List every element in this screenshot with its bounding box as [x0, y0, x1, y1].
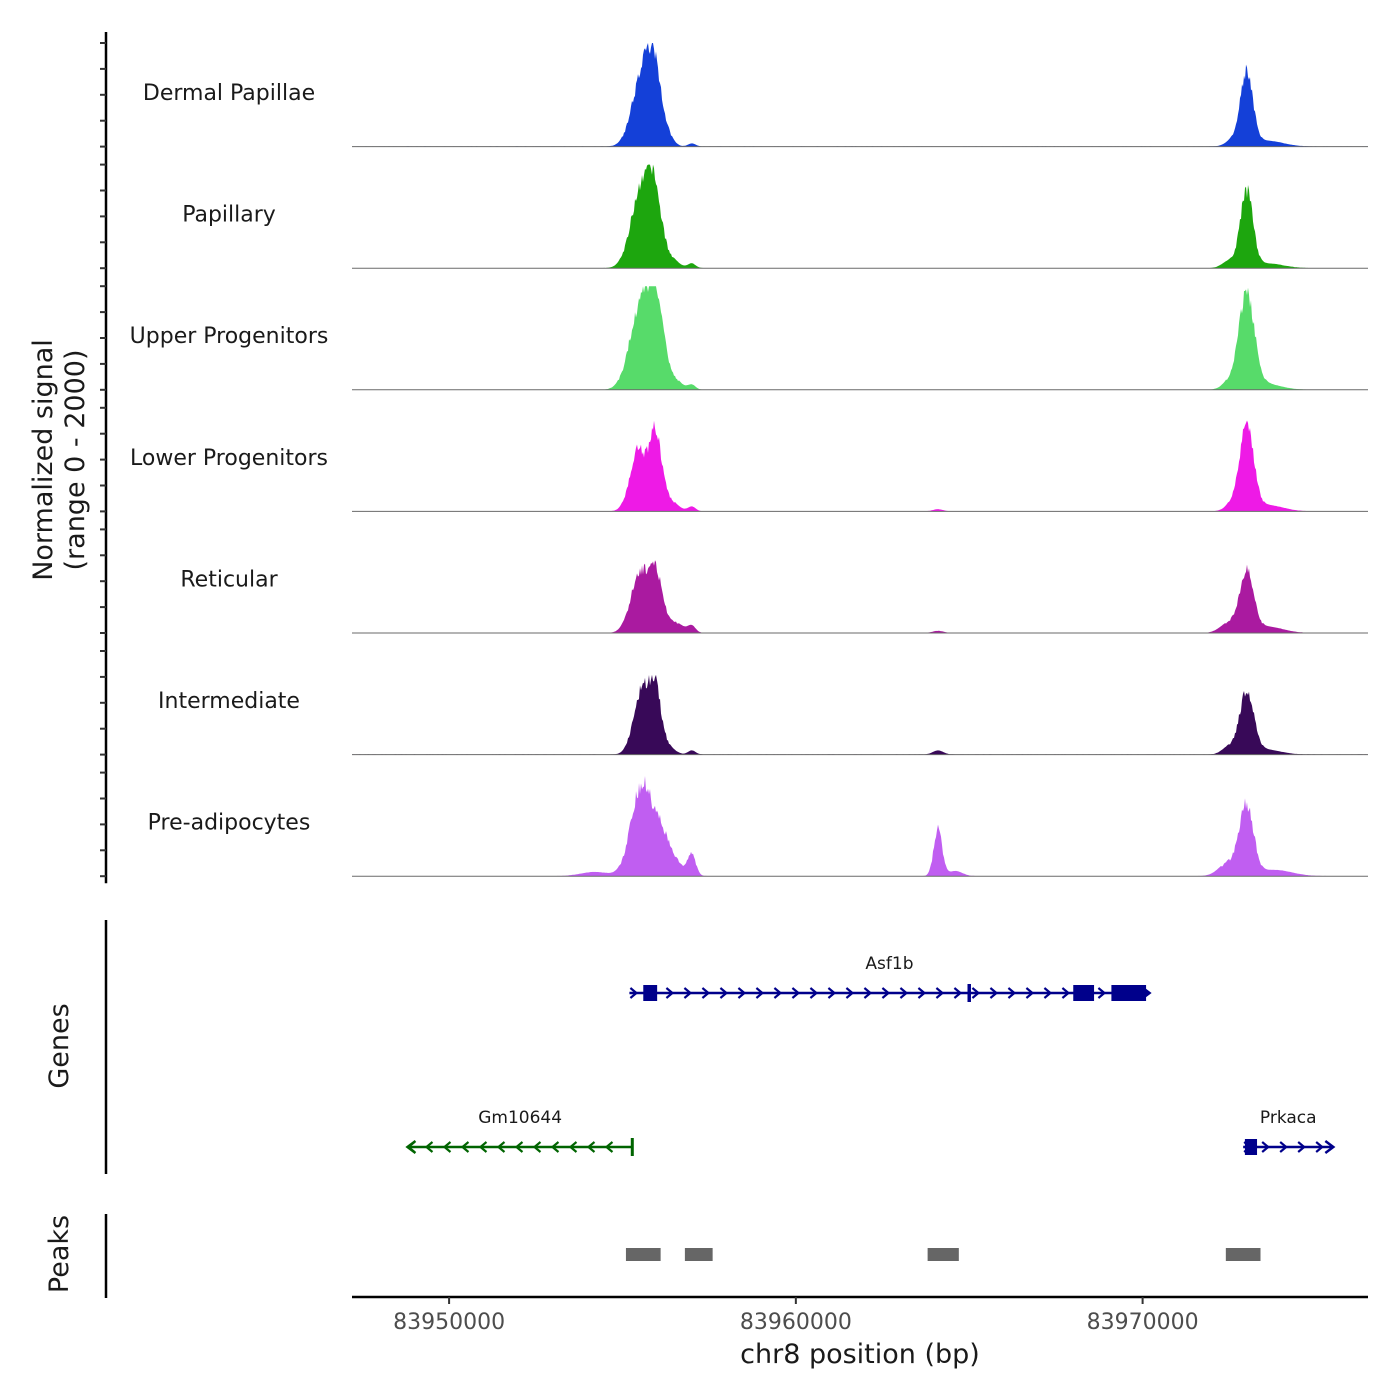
strand-arrow — [514, 1141, 524, 1153]
strand-arrow — [629, 987, 639, 999]
track-label-1: Papillary — [182, 203, 276, 228]
strand-arrow — [604, 1141, 614, 1153]
strand-arrow — [532, 1141, 542, 1153]
strand-arrow — [1315, 1141, 1324, 1153]
peak-region-0 — [625, 1248, 661, 1261]
track-label-5: Intermediate — [158, 689, 300, 714]
strand-arrow — [881, 987, 891, 999]
strand-arrow — [719, 987, 729, 999]
coverage-area-6 — [352, 775, 1368, 877]
strand-arrow — [809, 987, 819, 999]
strand-arrow — [460, 1141, 470, 1153]
coverage-area-0 — [352, 43, 1368, 147]
strand-arrow — [1279, 1141, 1288, 1153]
y-axis-title-line2: (range 0 - 2000) — [60, 350, 91, 571]
y-axis-title-line1: Normalized signal — [28, 339, 59, 581]
strand-arrow — [773, 987, 783, 999]
strand-arrow — [496, 1141, 506, 1153]
strand-arrow — [1261, 1141, 1270, 1153]
x-tick-label-0: 83950000 — [393, 1310, 505, 1335]
gene-panel: Asf1b Gm10644 Prkaca — [104, 920, 1336, 1174]
track-label-0: Dermal Papillae — [143, 81, 315, 106]
coverage-area-4 — [352, 560, 1368, 633]
coverage-tracks: Dermal Papillae Papillary Upper Progenitor… — [130, 43, 1368, 877]
strand-arrow — [683, 987, 693, 999]
coverage-area-2 — [352, 286, 1368, 390]
strand-arrow — [827, 987, 837, 999]
exon-gm10644-0 — [630, 1138, 634, 1156]
track-label-3: Lower Progenitors — [130, 446, 328, 471]
peak-region-2 — [927, 1248, 959, 1261]
gene-label-prkaca: Prkaca — [1260, 1108, 1317, 1128]
strand-arrow — [442, 1141, 452, 1153]
gene-end-arrow — [405, 1140, 417, 1154]
strand-arrow — [755, 987, 765, 999]
strand-arrow — [478, 1141, 488, 1153]
strand-arrow — [1097, 987, 1107, 999]
strand-arrow — [665, 987, 675, 999]
peak-panel — [104, 1214, 1261, 1298]
exon-asf1b-0 — [643, 985, 658, 1001]
strand-arrow — [701, 987, 711, 999]
y-axis — [100, 32, 108, 884]
coverage-area-3 — [352, 420, 1368, 512]
track-label-6: Pre-adipocytes — [148, 811, 311, 836]
exon-asf1b-3 — [1111, 985, 1147, 1001]
strand-arrow — [845, 987, 855, 999]
strand-arrow — [1061, 987, 1071, 999]
peak-region-1 — [684, 1248, 713, 1261]
strand-arrow — [568, 1141, 578, 1153]
x-tick-label-1: 83960000 — [740, 1310, 852, 1335]
x-tick-label-2: 83970000 — [1087, 1310, 1199, 1335]
strand-arrow — [935, 987, 945, 999]
strand-arrow — [1007, 987, 1017, 999]
strand-arrow — [424, 1141, 434, 1153]
strand-arrow — [899, 987, 909, 999]
strand-arrow — [550, 1141, 560, 1153]
strand-arrow — [1025, 987, 1035, 999]
strand-arrow — [791, 987, 801, 999]
gene-label-asf1b: Asf1b — [865, 954, 913, 974]
strand-arrow — [989, 987, 999, 999]
gene-label-gm10644: Gm10644 — [478, 1108, 562, 1128]
peak-region-3 — [1225, 1248, 1261, 1261]
genes-panel-label: Genes — [44, 1003, 75, 1088]
exon-asf1b-2 — [1073, 985, 1095, 1001]
track-label-2: Upper Progenitors — [130, 324, 329, 349]
coverage-area-5 — [352, 674, 1368, 755]
coverage-area-1 — [352, 164, 1368, 269]
strand-arrow — [737, 987, 747, 999]
strand-arrow — [971, 987, 981, 999]
x-axis-title: chr8 position (bp) — [740, 1339, 980, 1370]
strand-arrow — [1043, 987, 1053, 999]
peaks-panel-label: Peaks — [44, 1215, 75, 1293]
strand-arrow — [863, 987, 873, 999]
track-label-4: Reticular — [180, 567, 278, 592]
strand-arrow — [917, 987, 927, 999]
exon-prkaca-0 — [1244, 1139, 1258, 1155]
gene-end-arrow — [1324, 1140, 1336, 1154]
x-axis: 83950000 83960000 83970000 — [352, 1295, 1368, 1335]
strand-arrow — [1297, 1141, 1306, 1153]
strand-arrow — [953, 987, 963, 999]
exon-asf1b-1 — [967, 984, 971, 1002]
strand-arrow — [586, 1141, 596, 1153]
